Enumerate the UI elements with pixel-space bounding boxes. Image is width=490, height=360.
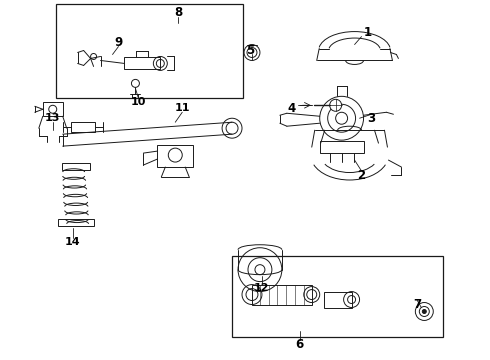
Text: 12: 12 [254,283,270,293]
Bar [157,145,193,167]
Bar [43,102,63,116]
Bar [58,219,94,226]
Text: 6: 6 [295,338,304,351]
Text: 2: 2 [358,168,366,181]
Text: 9: 9 [114,36,122,49]
Bar [62,163,90,170]
Text: 13: 13 [45,113,60,123]
Text: 10: 10 [131,97,146,107]
Bar [56,4,243,98]
Bar [124,58,160,69]
Bar [232,256,443,337]
Bar [324,292,352,307]
Circle shape [330,99,342,111]
Text: 1: 1 [364,26,371,39]
Bar [252,285,312,305]
Text: 11: 11 [174,103,190,113]
Text: 3: 3 [368,112,375,125]
Text: 4: 4 [288,102,296,115]
Bar [71,122,95,132]
Text: 7: 7 [413,298,421,311]
Bar [319,141,364,153]
Circle shape [422,310,426,314]
Text: 5: 5 [246,44,254,57]
Circle shape [222,118,242,138]
Text: 14: 14 [65,237,80,247]
Text: 8: 8 [174,6,182,19]
